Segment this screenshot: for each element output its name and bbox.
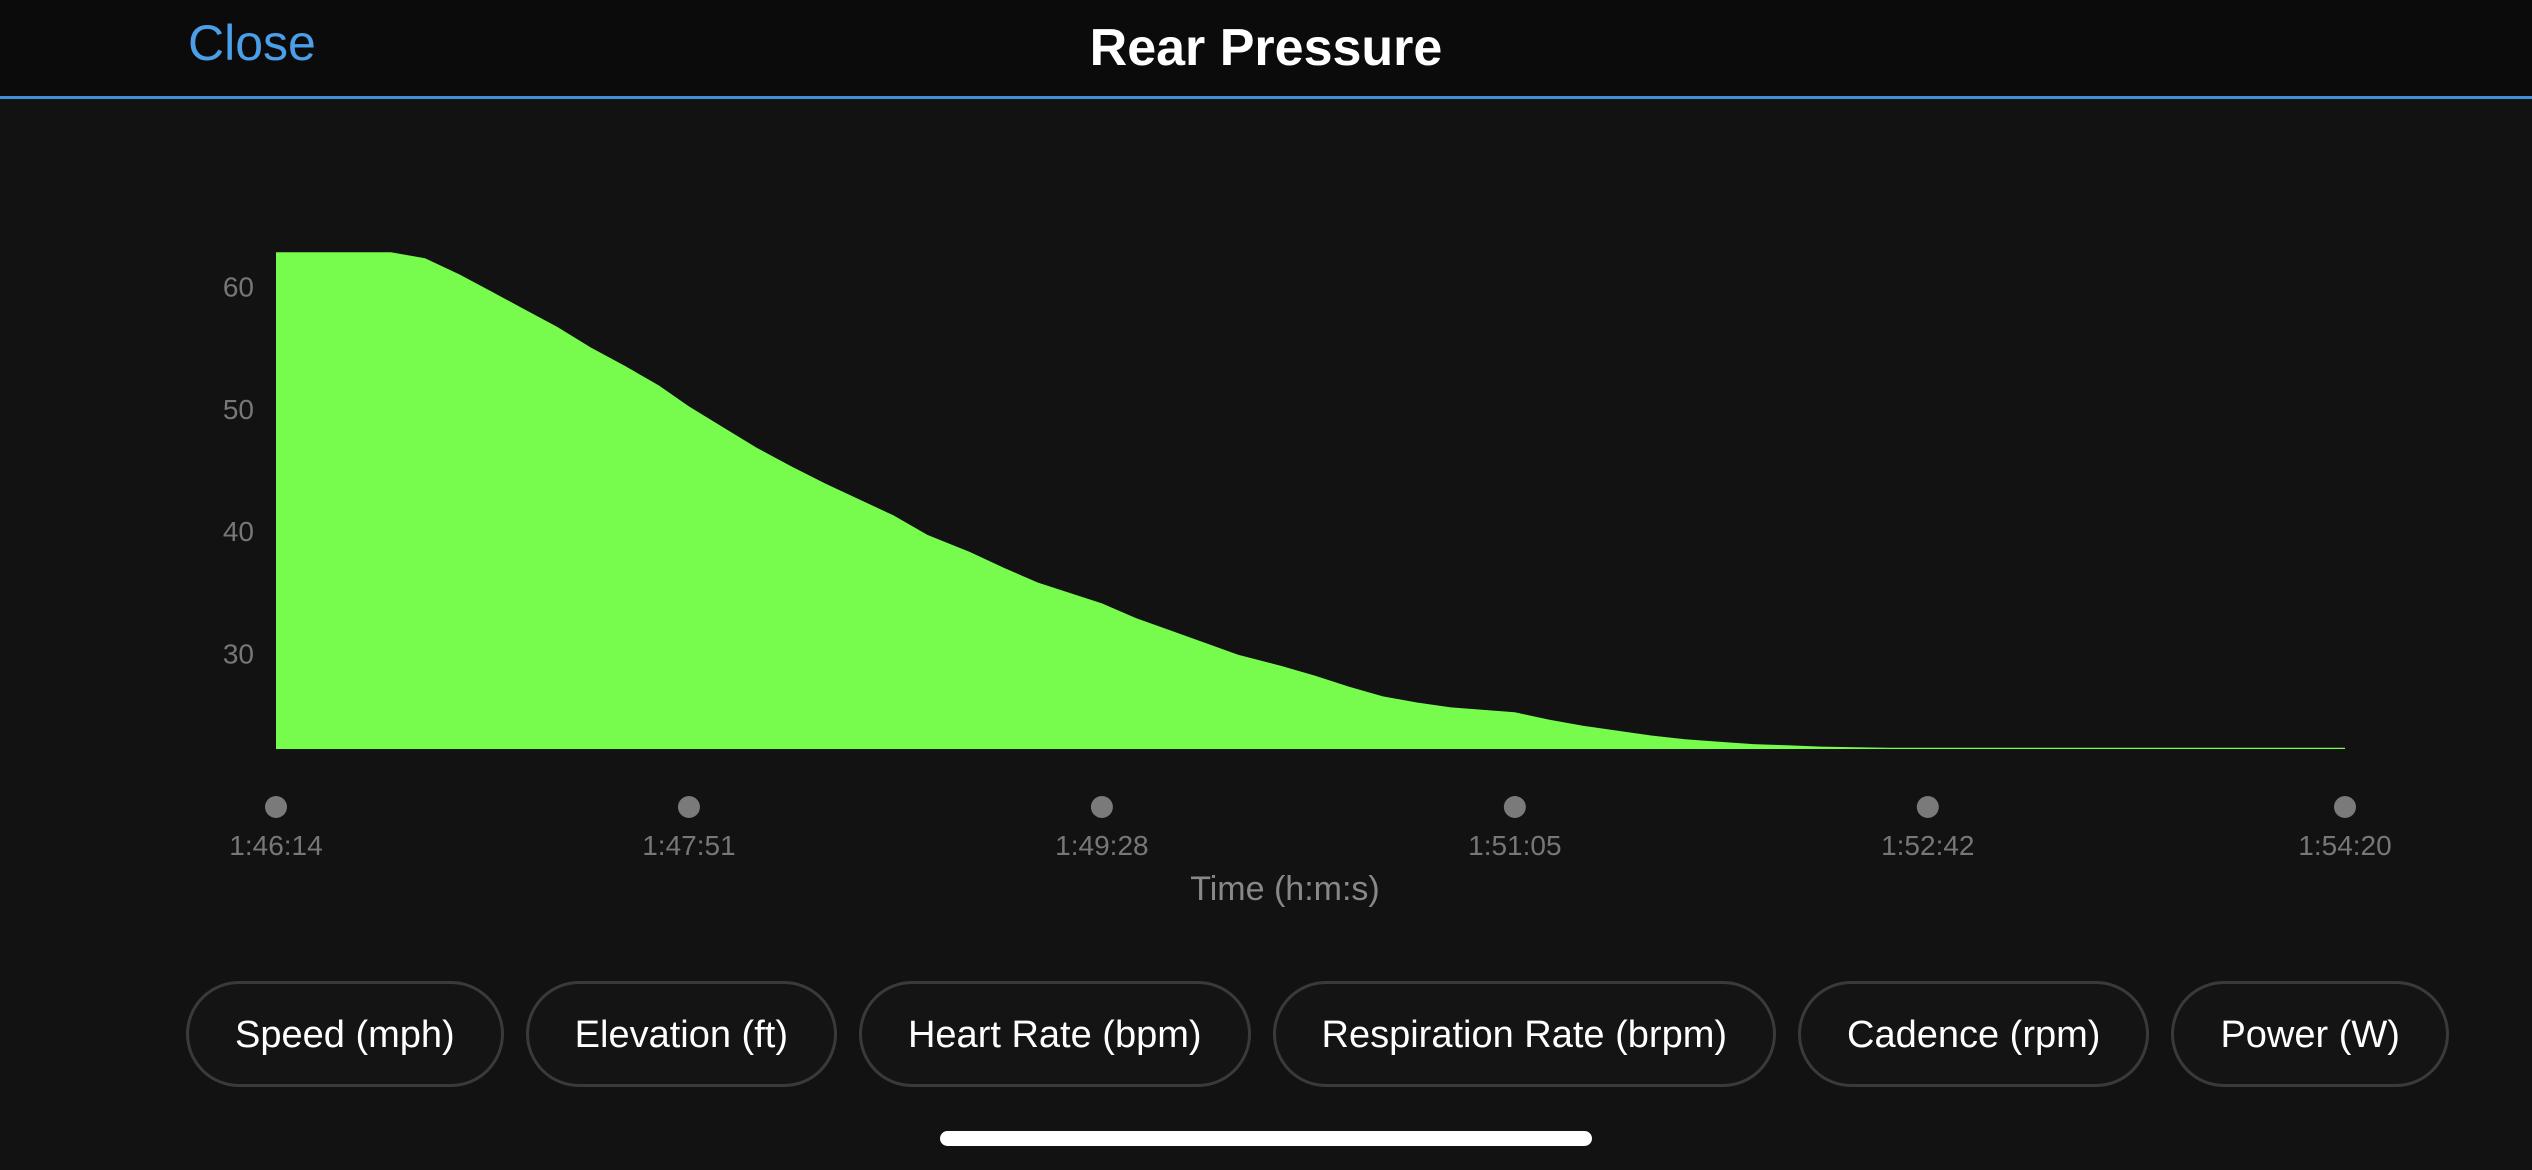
x-tick-dot [2334, 796, 2356, 818]
x-axis: 1:46:14 1:47:51 1:49:28 1:51:05 1:52:42 1:54:… [229, 796, 2392, 861]
y-axis: 30 40 50 60 [223, 271, 254, 669]
metric-button-power-w[interactable]: Power (W) [2171, 981, 2449, 1087]
y-tick-label: 40 [223, 516, 254, 547]
x-tick-dot [1916, 796, 1939, 818]
pressure-area [276, 252, 2345, 749]
page-title: Rear Pressure [1089, 19, 1443, 77]
close-button[interactable]: Close [188, 15, 316, 71]
x-tick-label: 1:51:05 [1468, 830, 1561, 861]
metric-button-elevation-ft[interactable]: Elevation (ft) [525, 981, 837, 1087]
metric-button-cadence-rpm[interactable]: Cadence (rpm) [1798, 981, 2150, 1087]
home-indicator [940, 1131, 1592, 1146]
x-tick-label: 1:49:28 [1055, 830, 1148, 861]
x-tick-dot [1090, 796, 1113, 818]
metric-button-heart-rate-bpm[interactable]: Heart Rate (bpm) [858, 981, 1251, 1087]
y-tick-label: 30 [223, 639, 254, 670]
y-tick-label: 60 [223, 271, 254, 302]
x-axis-title: Time (h:m:s) [1190, 870, 1380, 908]
x-tick-dot [1503, 796, 1526, 818]
y-tick-label: 50 [223, 394, 254, 425]
top-bar: Close Rear Pressure [0, 0, 2532, 99]
x-tick-label: 1:46:14 [229, 830, 322, 861]
x-tick-label: 1:47:51 [642, 830, 735, 861]
x-tick-dot [677, 796, 700, 818]
metric-button-respiration-rate-brpm[interactable]: Respiration Rate (brpm) [1272, 981, 1777, 1087]
x-tick-label: 1:52:42 [1881, 830, 1974, 861]
metric-selector: Speed (mph) Elevation (ft) Heart Rate (bpm… [186, 981, 2532, 1091]
rear-pressure-chart: 30 40 50 60 1:46:14 1:47:51 1:49:28 1:51:05 1:5… [223, 252, 2392, 908]
x-tick-label: 1:54:20 [2298, 830, 2391, 861]
metric-button-speed-mph[interactable]: Speed (mph) [186, 981, 504, 1087]
x-tick-dot [265, 796, 287, 818]
